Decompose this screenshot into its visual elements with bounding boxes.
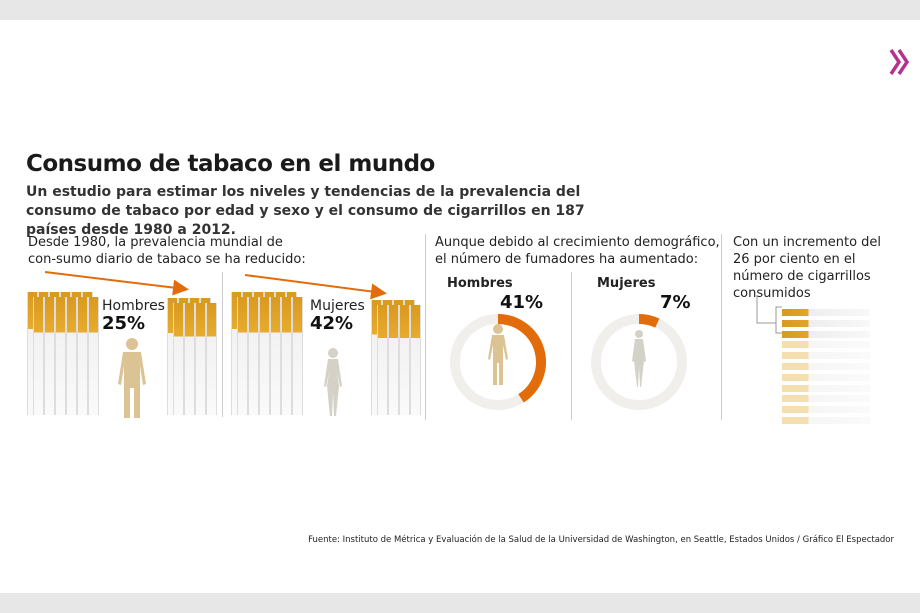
woman-figure-icon: [632, 330, 646, 387]
subtitle: Un estudio para estimar los niveles y te…: [26, 184, 585, 238]
bracket: [756, 295, 782, 334]
source-note: Fuente: Instituto de Métrica y Evaluació…: [308, 535, 894, 545]
cigarette: [292, 297, 303, 415]
cigarette: [270, 297, 281, 415]
man-figure-icon: [118, 338, 146, 418]
donut-arc-women: [638, 314, 660, 328]
women-percent-2: 7%: [660, 292, 691, 313]
cigarette: [782, 406, 870, 414]
cigarette: [782, 352, 870, 360]
cigarette: [173, 303, 184, 415]
bottom-band: [0, 593, 920, 613]
page-title: Consumo de tabaco en el mundo: [26, 151, 435, 177]
section2-text: Aunque debido al crecimiento demográfico…: [435, 235, 720, 267]
women-label-2: Mujeres: [597, 276, 656, 291]
donut-arc-men: [497, 314, 546, 403]
cigarette: [66, 297, 77, 415]
cigarette: [88, 297, 99, 415]
cigarette: [782, 384, 870, 392]
double-chevron-right-icon[interactable]: [888, 48, 912, 76]
top-band: [0, 0, 920, 20]
cigarette: [206, 303, 217, 415]
divider: [571, 272, 572, 420]
cigarette: [377, 305, 388, 415]
cigarette: [259, 297, 270, 415]
women-percent: 42%: [310, 313, 354, 334]
cigarette: [33, 297, 44, 415]
women-label: Mujeres: [310, 298, 365, 314]
section3-text: Con un incremento del 26 por ciento en e…: [733, 235, 882, 301]
cigarette: [782, 341, 870, 349]
cigarette: [399, 305, 410, 415]
cigarette: [281, 297, 292, 415]
cigarette: [184, 303, 195, 415]
cigarette: [782, 417, 870, 424]
divider: [721, 234, 722, 420]
trend-arrows: [44, 271, 387, 300]
cigarette: [782, 373, 870, 381]
man-figure-icon: [488, 324, 508, 385]
men-label: Hombres: [102, 298, 165, 314]
men-percent-2: 41%: [500, 292, 544, 313]
cigarette: [77, 297, 88, 415]
men-label-2: Hombres: [447, 276, 513, 291]
cigarette: [388, 305, 399, 415]
section1-text: Desde 1980, la prevalencia mundial de co…: [28, 235, 306, 267]
cigarette: [410, 305, 421, 415]
arrow-men: [44, 271, 189, 296]
woman-figure-icon: [324, 348, 342, 416]
cigarette: [248, 297, 259, 415]
cigarette: [782, 395, 870, 403]
cigarette: [782, 330, 870, 338]
cigarette: [782, 363, 870, 370]
cigarette: [55, 297, 66, 415]
cigarette: [782, 309, 870, 316]
donut-charts: [450, 314, 687, 410]
cigarette: [782, 319, 870, 327]
cigarette: [44, 297, 55, 415]
cigarette: [237, 297, 248, 415]
men-percent: 25%: [102, 313, 146, 334]
divider: [425, 234, 426, 420]
divider: [222, 272, 223, 417]
cigarette: [195, 303, 206, 415]
arrow-women: [244, 274, 387, 300]
